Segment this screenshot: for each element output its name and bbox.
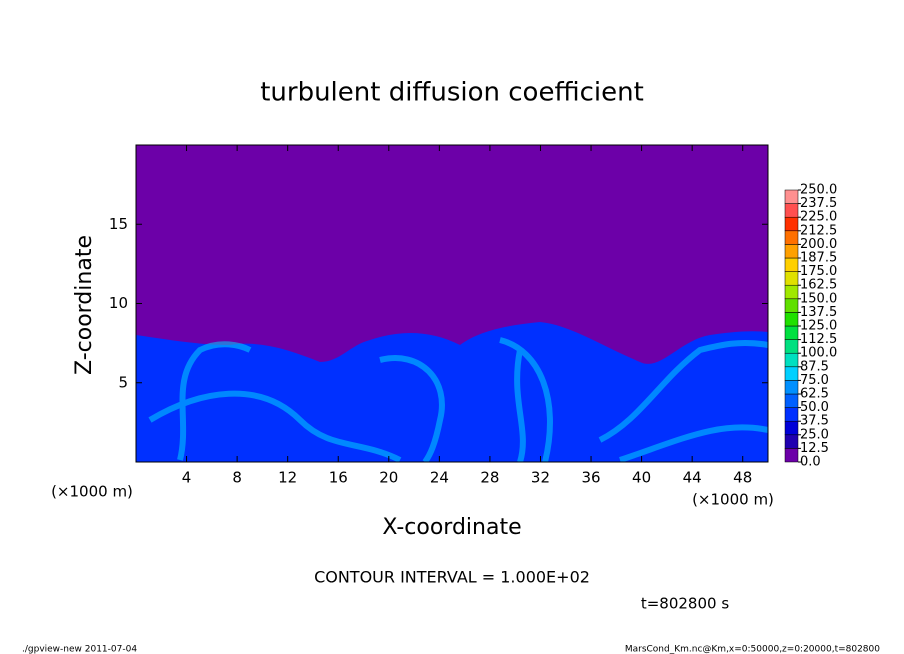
colorbar-label: 87.5 xyxy=(800,359,829,374)
swirls xyxy=(148,337,768,462)
colorbar-box xyxy=(784,407,799,422)
footer-right: MarsCond_Km.nc@Km,x=0:50000,z=0:20000,t=… xyxy=(625,645,880,654)
colorbar-box xyxy=(784,352,799,368)
colorbar-box xyxy=(784,257,799,272)
x-tick-label: 4 xyxy=(182,469,192,487)
colorbar-label: 175.0 xyxy=(800,264,837,279)
colorbar-box xyxy=(784,448,799,463)
x-axis-label: X-coordinate xyxy=(382,515,521,540)
colorbar-label: 12.5 xyxy=(800,441,829,456)
footer-left: ./gpview-new 2011-07-04 xyxy=(22,645,137,654)
colorbar-box xyxy=(784,393,799,408)
y-tick-label: 15 xyxy=(109,215,128,233)
colorbar-label: 100.0 xyxy=(800,346,837,361)
time-label: t=802800 s xyxy=(641,595,729,613)
colorbar-label: 187.5 xyxy=(800,251,837,266)
x-tick-label: 24 xyxy=(430,469,449,487)
colorbar-box xyxy=(784,244,799,259)
colorbar-label: 75.0 xyxy=(800,373,829,388)
x-tick-label: 40 xyxy=(632,469,651,487)
x-tick-label: 44 xyxy=(683,469,702,487)
y-tick-label: 10 xyxy=(109,294,128,312)
colorbar-box xyxy=(784,271,799,286)
x-tick-label: 12 xyxy=(278,469,297,487)
y-axis-label: Z-coordinate xyxy=(72,235,97,375)
colorbar-label: 237.5 xyxy=(800,196,837,211)
swirl xyxy=(148,390,402,462)
colorbar-box xyxy=(784,325,799,340)
colorbar-label: 62.5 xyxy=(800,387,829,402)
colorbar-box xyxy=(784,284,799,300)
colorbar-label: 225.0 xyxy=(800,210,837,225)
x-tick-label: 28 xyxy=(480,469,499,487)
colorbar-box xyxy=(784,189,799,204)
x-tick-label: 8 xyxy=(232,469,242,487)
colorbar-box xyxy=(784,366,799,381)
colorbar-box xyxy=(784,298,799,313)
turbulent-layer xyxy=(136,322,768,462)
x-tick-label: 36 xyxy=(581,469,600,487)
colorbar-label: 137.5 xyxy=(800,305,837,320)
x-tick-label: 48 xyxy=(733,469,752,487)
colorbar-label: 200.0 xyxy=(800,237,837,252)
colorbar-box xyxy=(784,312,799,327)
swirl xyxy=(514,349,526,462)
x-tick-label: 32 xyxy=(531,469,550,487)
colorbar-label: 112.5 xyxy=(800,332,837,347)
y-tick-label: 5 xyxy=(118,373,128,391)
y-unit-label: (×1000 m) xyxy=(51,483,133,501)
swirl xyxy=(598,339,768,443)
swirl xyxy=(177,341,252,461)
colorbar-box xyxy=(784,230,799,245)
colorbar-label: 150.0 xyxy=(800,291,837,306)
colorbar-box xyxy=(784,203,799,218)
colorbar-box xyxy=(784,216,799,232)
colorbar-label: 162.5 xyxy=(800,278,837,293)
colorbar-box xyxy=(784,420,799,436)
field xyxy=(136,145,768,462)
swirl xyxy=(379,355,445,462)
colorbar-label: 125.0 xyxy=(800,319,837,334)
colorbar-label: 50.0 xyxy=(800,400,829,415)
x-tick-label: 16 xyxy=(329,469,348,487)
swirl xyxy=(499,337,553,462)
colorbar-label: 250.0 xyxy=(800,183,837,198)
colorbar-box xyxy=(784,434,799,449)
colorbar-label: 25.0 xyxy=(800,427,829,442)
contour-interval: CONTOUR INTERVAL = 1.000E+02 xyxy=(314,568,590,587)
colorbar-label: 0.0 xyxy=(800,455,821,470)
colorbar-label: 37.5 xyxy=(800,414,829,429)
chart-title: turbulent diffusion coefficient xyxy=(260,78,644,108)
x-unit-label: (×1000 m) xyxy=(692,491,774,509)
colorbar-box xyxy=(784,380,799,395)
colorbar-box xyxy=(784,339,799,354)
colorbar-label: 212.5 xyxy=(800,223,837,238)
x-tick-label: 20 xyxy=(379,469,398,487)
swirl xyxy=(619,424,768,462)
